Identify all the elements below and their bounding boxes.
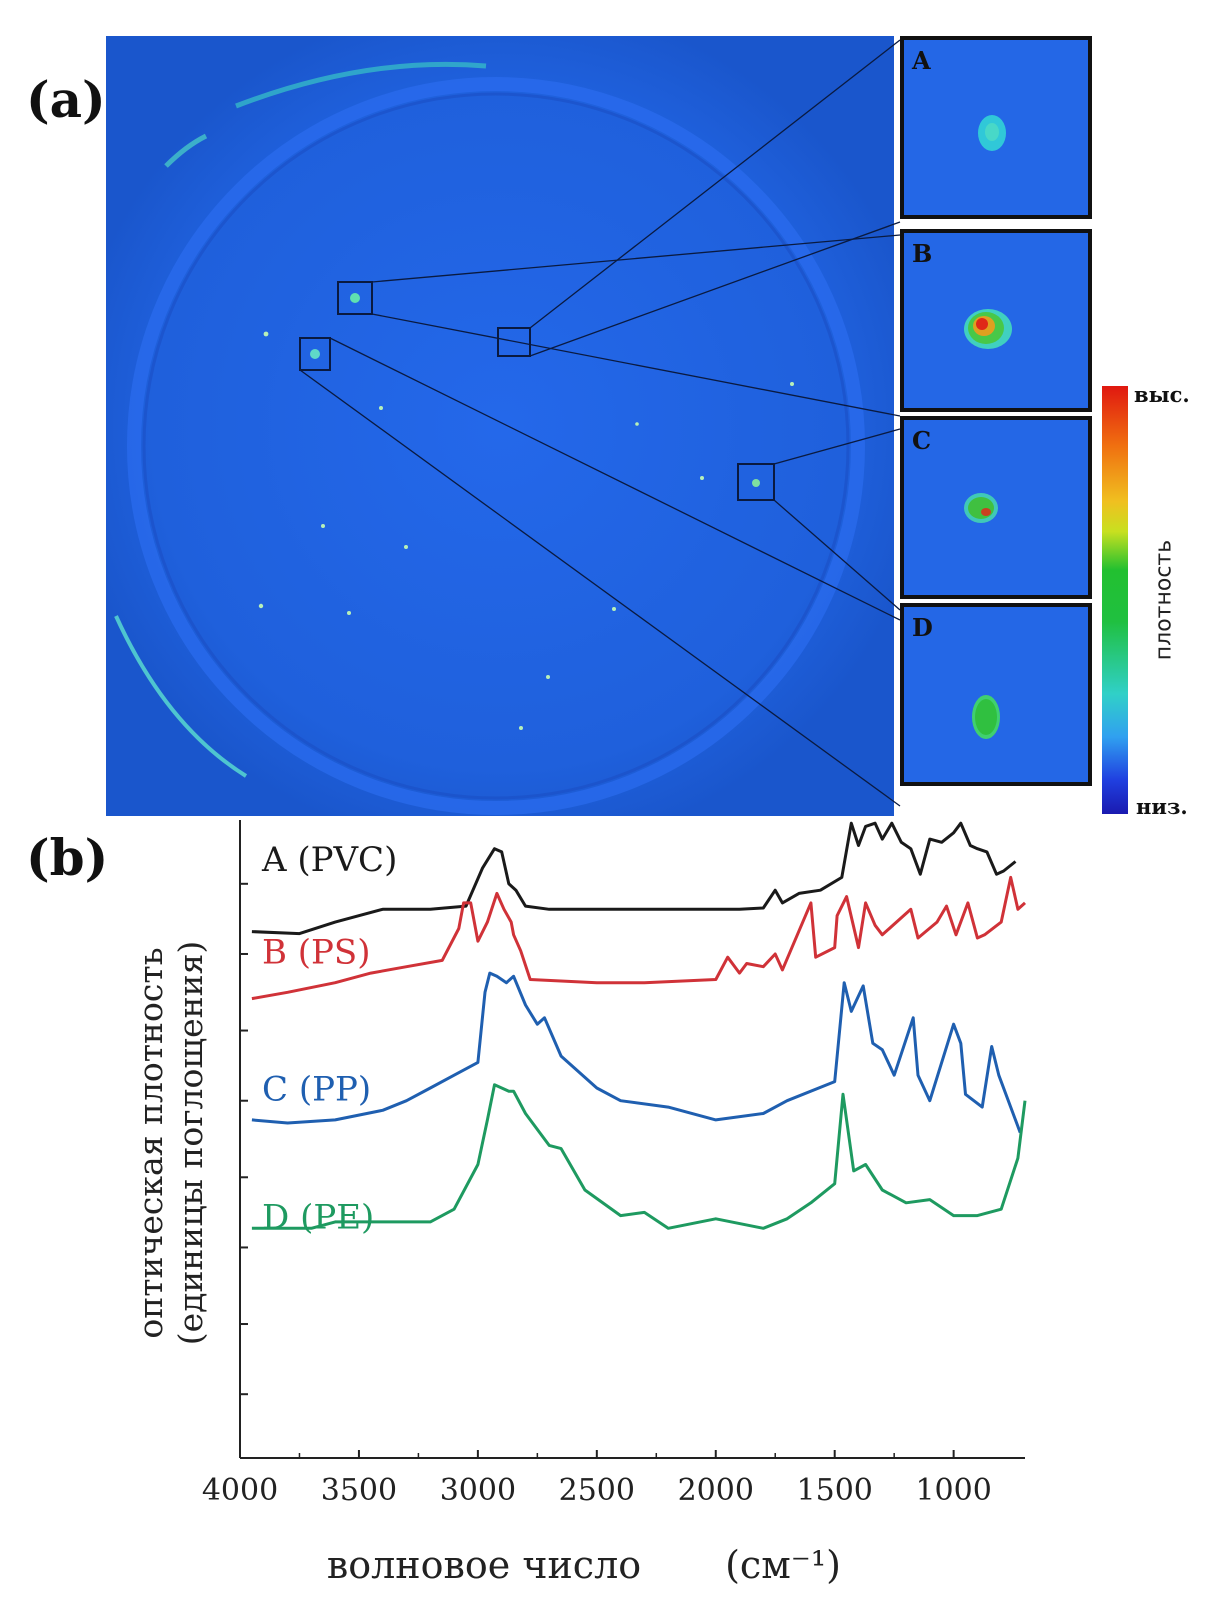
inset-c: C — [900, 416, 1092, 599]
colorbar-high-label: выс. — [1134, 382, 1190, 407]
inset-d: D — [900, 603, 1092, 786]
inset-letter-b: B — [912, 239, 933, 268]
inset-a-particle — [978, 115, 1006, 151]
inset-b-particle — [964, 309, 1012, 349]
inset-letter-d: D — [912, 613, 933, 642]
panel-label-b: (b) — [26, 828, 109, 887]
inset-d-particle — [972, 695, 1000, 739]
particles — [258, 331, 794, 730]
colorbar-title: плотность — [1151, 539, 1177, 661]
panel-label-a: (a) — [26, 70, 106, 129]
colorbar-low-label: низ. — [1136, 794, 1188, 819]
dish-glare-top — [235, 61, 487, 109]
selection-box-d — [299, 337, 331, 371]
inset-c-particle — [964, 493, 998, 523]
dish-rim-inner — [142, 92, 850, 800]
dish-glare-upper-left — [164, 133, 208, 168]
selection-box-c — [737, 463, 775, 501]
selection-box-b — [337, 281, 373, 315]
inset-letter-c: C — [912, 426, 932, 455]
petri-dish-density-image — [106, 36, 894, 816]
inset-letter-a: A — [912, 46, 931, 75]
inset-a: A — [900, 36, 1092, 219]
inset-b: B — [900, 229, 1092, 412]
dish-rim — [127, 77, 865, 815]
dish-glare-left — [114, 615, 248, 778]
selection-box-a — [497, 327, 531, 357]
density-colorbar — [1102, 386, 1128, 814]
